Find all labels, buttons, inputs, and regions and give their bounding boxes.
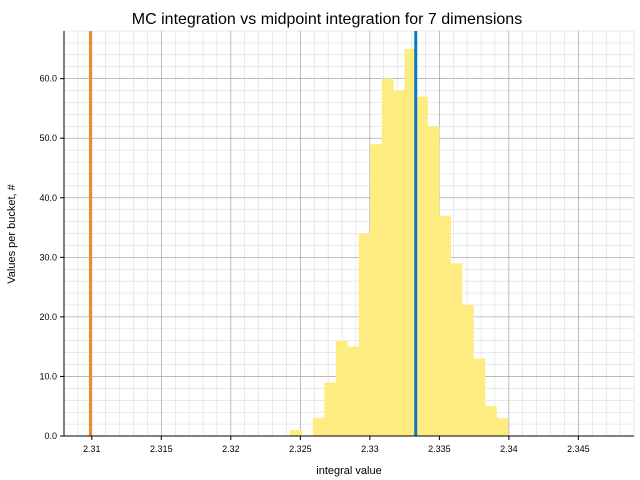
axes	[63, 31, 634, 437]
y-tick-label: 60.0	[39, 74, 57, 84]
x-tick-label: 2.31	[83, 444, 101, 454]
x-ticks: 2.31 2.315 2.32 2.325 2.33 2.335 2.34 2.345	[83, 436, 590, 454]
x-tick-label: 2.335	[428, 444, 451, 454]
histogram-bar	[416, 96, 428, 436]
histogram-bar	[496, 418, 509, 436]
histogram-bar	[450, 263, 463, 436]
x-tick-label: 2.345	[567, 444, 590, 454]
reference-lines	[88, 31, 418, 436]
histogram-bar	[473, 358, 486, 436]
y-tick-label: 0.0	[44, 431, 57, 441]
y-ticks: 0.0 10.0 20.0 30.0 40.0 50.0 60.0	[39, 74, 64, 441]
y-tick-label: 40.0	[39, 193, 57, 203]
histogram-bar	[358, 233, 371, 436]
x-tick-label: 2.33	[361, 444, 379, 454]
histogram-bar	[312, 418, 325, 436]
histogram-bar	[439, 215, 451, 436]
x-tick-label: 2.34	[500, 444, 518, 454]
y-tick-label: 50.0	[39, 133, 57, 143]
x-tick-label: 2.32	[222, 444, 240, 454]
x-tick-label: 2.315	[150, 444, 173, 454]
y-tick-label: 10.0	[39, 371, 57, 381]
x-tick-label: 2.325	[289, 444, 312, 454]
x-axis-label: integral value	[316, 465, 381, 477]
histogram-bar	[427, 126, 440, 436]
histogram-bar	[404, 48, 417, 436]
y-axis-label: Values per bucket, #	[6, 183, 18, 283]
y-tick-label: 30.0	[39, 252, 57, 262]
histogram-bar	[289, 430, 302, 436]
histogram-bar	[335, 340, 348, 436]
chart-title: MC integration vs midpoint integration f…	[132, 11, 522, 28]
histogram-bar	[484, 406, 497, 436]
histogram-bar	[370, 144, 383, 437]
y-tick-label: 20.0	[39, 312, 57, 322]
major-grid	[64, 31, 634, 437]
histogram-bar	[324, 382, 337, 436]
histogram-bar	[381, 78, 394, 436]
histogram-bar	[347, 346, 360, 436]
histogram-bars	[289, 48, 509, 437]
histogram-bar	[393, 90, 406, 436]
histogram-bar	[461, 304, 474, 436]
